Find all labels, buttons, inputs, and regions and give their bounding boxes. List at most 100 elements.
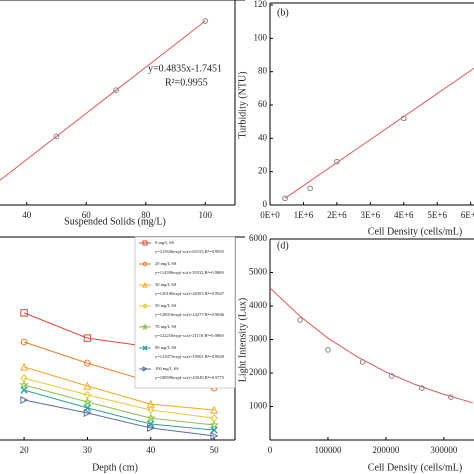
marker — [113, 87, 119, 93]
legend-equation: y=120100exp(-x/a)+26393 R²=0.9947 — [155, 291, 225, 296]
legend-marker — [141, 323, 149, 330]
panel-label: (d) — [277, 240, 289, 251]
x-tick-label: 300000 — [430, 445, 458, 455]
x-tick-label: 0E+0 — [260, 210, 280, 220]
x-tick-label: 30 — [83, 445, 93, 455]
legend-label: 50 mg/L SS — [155, 303, 177, 308]
marker — [282, 195, 288, 202]
marker — [145, 413, 156, 423]
marker — [83, 408, 92, 418]
marker — [20, 362, 29, 371]
x-tick-label: 200000 — [372, 445, 400, 455]
panel-label: (b) — [277, 7, 289, 18]
legend-label: 20 mg/L SS — [155, 261, 177, 266]
fit-line — [284, 67, 474, 199]
x-tick-label: 40 — [146, 445, 156, 455]
legend-marker — [142, 281, 148, 288]
x-tick-label: 1E+6 — [294, 210, 314, 220]
marker — [146, 406, 155, 414]
legend-equation: y=114396exp(-x/a)+39532 R²=0.9869 — [155, 270, 225, 275]
y-tick-label: 0 — [263, 199, 268, 209]
marker — [82, 397, 93, 407]
marker — [419, 385, 425, 391]
marker — [20, 309, 28, 317]
marker — [210, 431, 219, 440]
marker — [334, 158, 340, 165]
series-line — [23, 377, 215, 419]
y-tick-label: 3000 — [249, 334, 268, 344]
x-axis-label: Depth (cm) — [92, 462, 138, 473]
y-axis-label: Light Intensity (Lux) — [237, 298, 248, 382]
x-tick-label: 60 — [82, 210, 92, 220]
marker — [210, 405, 219, 414]
legend-equation: y=108590exp(-x/a)+43549 R²=0.9775 — [155, 375, 225, 380]
marker — [20, 386, 28, 394]
x-axis-label: Cell Density (cells/mL) — [368, 226, 462, 237]
series-line — [23, 366, 215, 411]
fit-line — [269, 287, 473, 404]
x-tick-label: 5E+6 — [427, 210, 447, 220]
x-tick-label: 100 — [199, 210, 213, 220]
legend-marker — [142, 240, 148, 246]
x-axis-label: Cell Density (cells/mL) — [368, 462, 462, 473]
legend-equation: y=122216exp(-x/a)+21118 R²=0.9869 — [155, 333, 224, 338]
marker — [400, 115, 407, 122]
x-tick-label: 0 — [268, 445, 273, 455]
marker — [209, 419, 219, 429]
marker — [20, 395, 29, 405]
marker — [83, 381, 92, 390]
y-tick-label: 1000 — [249, 401, 268, 411]
x-axis-label: Suspended Solids (mg/L) — [64, 216, 166, 227]
x-tick-label: 3E+6 — [361, 210, 381, 220]
y-tick-label: 80 — [258, 66, 268, 76]
y-axis-label: Turbidity (NTU) — [237, 71, 248, 138]
marker — [210, 426, 218, 434]
fit-line — [0, 20, 206, 181]
y-tick-label: 20 — [258, 166, 268, 176]
legend-label: 0 mg/L SS — [155, 240, 175, 245]
marker — [325, 347, 331, 353]
x-tick-label: 100000 — [314, 445, 342, 455]
legend-equation: y=215636exp(-x/a)+65153 R²=0.9955 — [155, 249, 225, 254]
x-tick-label: 2E+6 — [327, 210, 347, 220]
legend-marker — [142, 345, 148, 351]
annotation: y=0.4835x-1.7451 — [148, 63, 222, 74]
y-tick-label: 5000 — [249, 267, 268, 277]
x-tick-label: 20 — [20, 445, 30, 455]
marker — [83, 334, 92, 342]
legend-label: 90 mg/L SS — [155, 345, 177, 350]
legend-label: 70 mg/L SS — [155, 324, 177, 329]
y-tick-label: 6000 — [249, 233, 268, 243]
x-tick-label: 40 — [22, 210, 32, 220]
x-tick-label: 4E+6 — [394, 210, 414, 220]
legend-equation: y=128016exp(-x/a)+24275 R²=0.9846 — [155, 312, 225, 317]
legend-equation: y=123975exp(-x/a)+19561 R²=0.9849 — [155, 354, 225, 359]
legend-marker — [142, 261, 148, 267]
x-tick-label: 50 — [210, 445, 220, 455]
annotation: R²=0.9955 — [165, 77, 208, 88]
y-tick-label: 2000 — [249, 367, 268, 377]
y-tick-label: 4000 — [249, 300, 268, 310]
series-line — [23, 384, 215, 426]
x-tick-label: 6E+6 — [461, 210, 474, 220]
legend-label: 100 mg/L SS — [155, 366, 179, 371]
marker — [19, 380, 29, 390]
legend-marker — [142, 366, 149, 372]
legend-label: 30 mg/L SS — [155, 282, 177, 287]
marker — [20, 338, 28, 346]
x-tick-label: 80 — [141, 210, 151, 220]
y-tick-label: 60 — [258, 99, 268, 109]
marker — [147, 420, 155, 428]
marker — [359, 359, 366, 365]
marker — [147, 424, 156, 433]
marker — [53, 133, 60, 140]
marker — [447, 394, 454, 400]
marker — [202, 18, 209, 24]
y-tick-label: 40 — [258, 132, 268, 142]
series-line — [23, 389, 215, 431]
y-tick-label: 120 — [254, 0, 268, 9]
marker — [84, 359, 91, 367]
y-tick-label: 100 — [254, 32, 268, 42]
